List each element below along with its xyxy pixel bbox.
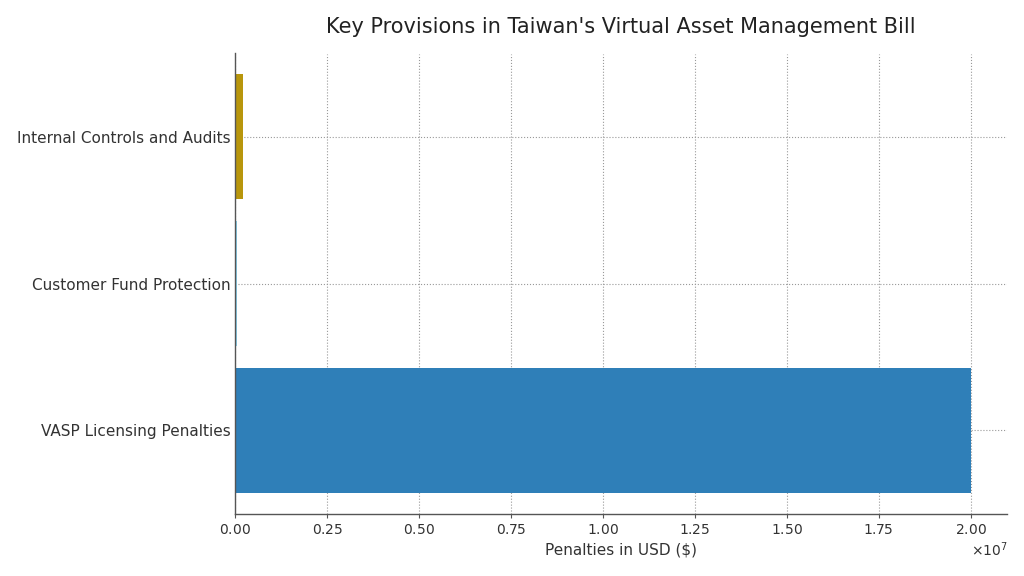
X-axis label: Penalties in USD ($): Penalties in USD ($)	[545, 542, 697, 557]
Bar	[236, 221, 237, 346]
Bar	[236, 368, 971, 492]
Bar	[236, 74, 243, 199]
Title: Key Provisions in Taiwan's Virtual Asset Management Bill: Key Provisions in Taiwan's Virtual Asset…	[327, 17, 916, 37]
